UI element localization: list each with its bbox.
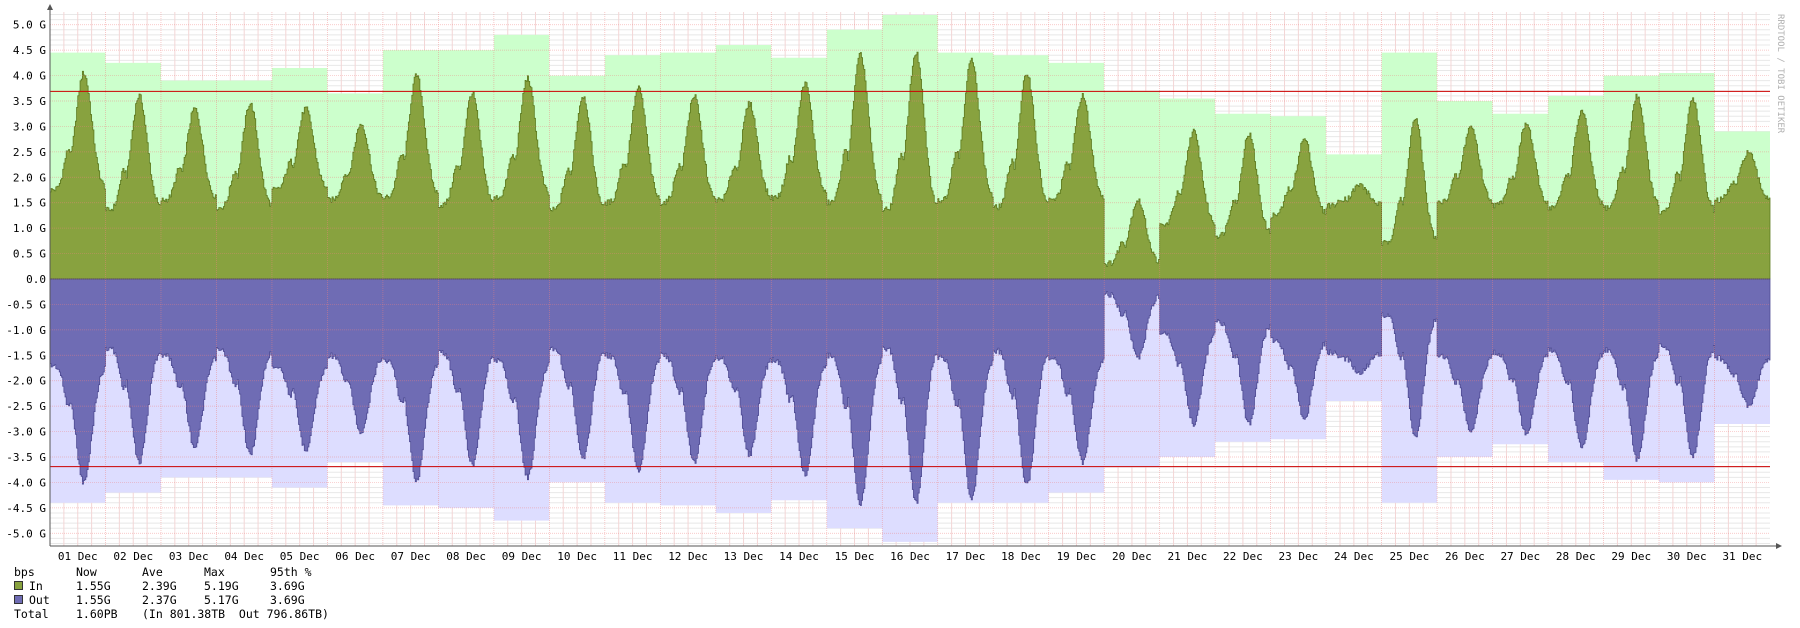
x-tick-label: 26 Dec bbox=[1445, 550, 1485, 560]
y-tick-label: 4.0 G bbox=[13, 70, 46, 83]
legend-header-now: Now bbox=[76, 565, 97, 579]
rrdtool-watermark: RRDTOOL / TOBI OETIKER bbox=[1775, 14, 1785, 134]
y-tick-label: -0.5 G bbox=[6, 298, 46, 311]
legend-row-in: In 1.55G 2.39G 5.19G 3.69G bbox=[14, 579, 340, 593]
x-tick-label: 25 Dec bbox=[1389, 550, 1429, 560]
legend-swatch-out bbox=[14, 595, 23, 604]
x-tick-label: 08 Dec bbox=[446, 550, 486, 560]
y-tick-label: 5.0 G bbox=[13, 19, 46, 32]
x-tick-label: 21 Dec bbox=[1168, 550, 1208, 560]
x-tick-label: 20 Dec bbox=[1112, 550, 1152, 560]
x-tick-label: 29 Dec bbox=[1611, 550, 1651, 560]
y-tick-label: 2.0 G bbox=[13, 171, 46, 184]
x-tick-label: 14 Dec bbox=[779, 550, 819, 560]
traffic-chart: 5.0 G 4.5 G 4.0 G 3.5 G 3.0 G 2.5 G 2.0 G 1.5 G… bbox=[6, 4, 1785, 560]
legend-header-p95: 95th % bbox=[270, 565, 312, 579]
legend-in-now: 1.55G bbox=[76, 579, 111, 593]
x-tick-label: 11 Dec bbox=[613, 550, 653, 560]
legend-out-p95: 3.69G bbox=[270, 593, 305, 607]
y-tick-label: -5.0 G bbox=[6, 527, 46, 540]
legend-total-label: Total bbox=[14, 607, 49, 621]
x-tick-label: 12 Dec bbox=[668, 550, 708, 560]
legend-header-ave: Ave bbox=[142, 565, 163, 579]
x-tick-label: 18 Dec bbox=[1001, 550, 1041, 560]
y-tick-label: 0.0 bbox=[26, 273, 46, 286]
x-axis-arrow bbox=[1776, 543, 1782, 549]
legend-out-now: 1.55G bbox=[76, 593, 111, 607]
major-grid bbox=[49, 12, 1770, 546]
legend-out-max: 5.17G bbox=[204, 593, 239, 607]
y-axis-arrow bbox=[47, 4, 53, 10]
x-tick-labels: 01 Dec 02 Dec 03 Dec 04 Dec 05 Dec 06 Dec 07 D… bbox=[58, 550, 1762, 560]
legend-series-out: Out bbox=[29, 593, 50, 607]
x-tick-label: 07 Dec bbox=[391, 550, 431, 560]
x-tick-label: 19 Dec bbox=[1057, 550, 1097, 560]
legend-total-detail: (In 801.38TB Out 796.86TB) bbox=[142, 607, 329, 621]
traffic-area-in bbox=[49, 51, 1771, 280]
legend-total-value: 1.60PB bbox=[76, 607, 118, 621]
x-tick-label: 13 Dec bbox=[724, 550, 764, 560]
x-tick-label: 01 Dec bbox=[58, 550, 98, 560]
x-tick-label: 06 Dec bbox=[335, 550, 375, 560]
x-tick-label: 03 Dec bbox=[169, 550, 209, 560]
y-tick-label: 1.0 G bbox=[13, 222, 46, 235]
x-tick-label: 09 Dec bbox=[502, 550, 542, 560]
x-tick-label: 31 Dec bbox=[1722, 550, 1762, 560]
y-tick-label: -4.5 G bbox=[6, 502, 46, 515]
x-tick-label: 30 Dec bbox=[1667, 550, 1707, 560]
legend-header-unit: bps bbox=[14, 565, 35, 579]
x-tick-label: 10 Dec bbox=[557, 550, 597, 560]
x-tick-label: 22 Dec bbox=[1223, 550, 1263, 560]
axes bbox=[47, 4, 1782, 549]
y-tick-label: 3.0 G bbox=[13, 120, 46, 133]
legend-series-in: In bbox=[29, 579, 43, 593]
y-tick-label: -1.0 G bbox=[6, 324, 46, 337]
x-tick-label: 04 Dec bbox=[224, 550, 264, 560]
y-tick-label: -3.0 G bbox=[6, 426, 46, 439]
legend-in-p95: 3.69G bbox=[270, 579, 305, 593]
legend-in-ave: 2.39G bbox=[142, 579, 177, 593]
y-tick-label: -2.5 G bbox=[6, 400, 46, 413]
x-tick-label: 17 Dec bbox=[946, 550, 986, 560]
x-tick-label: 15 Dec bbox=[835, 550, 875, 560]
x-tick-label: 27 Dec bbox=[1500, 550, 1540, 560]
x-tick-label: 23 Dec bbox=[1279, 550, 1319, 560]
y-tick-label: -2.0 G bbox=[6, 375, 46, 388]
traffic-area-out bbox=[49, 278, 1771, 506]
y-tick-label: 4.5 G bbox=[13, 44, 46, 57]
y-tick-label: 3.5 G bbox=[13, 95, 46, 108]
legend-row-out: Out 1.55G 2.37G 5.17G 3.69G bbox=[14, 593, 340, 607]
x-tick-label: 02 Dec bbox=[113, 550, 153, 560]
y-tick-labels: 5.0 G 4.5 G 4.0 G 3.5 G 3.0 G 2.5 G 2.0 G 1.5 G… bbox=[6, 19, 46, 541]
y-tick-label: 2.5 G bbox=[13, 146, 46, 159]
y-tick-label: 1.5 G bbox=[13, 197, 46, 210]
legend-header-max: Max bbox=[204, 565, 225, 579]
legend-out-ave: 2.37G bbox=[142, 593, 177, 607]
legend-header-row: bps Now Ave Max 95th % bbox=[14, 565, 340, 579]
x-tick-label: 24 Dec bbox=[1334, 550, 1374, 560]
y-tick-label: -4.0 G bbox=[6, 476, 46, 489]
traffic-areas bbox=[49, 15, 1771, 542]
y-tick-label: -1.5 G bbox=[6, 349, 46, 362]
legend-swatch-in bbox=[14, 581, 23, 590]
legend-total-row: Total 1.60PB (In 801.38TB Out 796.86TB) bbox=[14, 607, 340, 621]
y-tick-label: 0.5 G bbox=[13, 248, 46, 261]
x-tick-label: 28 Dec bbox=[1556, 550, 1596, 560]
x-tick-label: 05 Dec bbox=[280, 550, 320, 560]
y-tick-label: -3.5 G bbox=[6, 451, 46, 464]
legend-in-max: 5.19G bbox=[204, 579, 239, 593]
chart-legend: bps Now Ave Max 95th % In 1.55G 2.39G 5.… bbox=[14, 565, 340, 621]
x-tick-label: 16 Dec bbox=[890, 550, 930, 560]
